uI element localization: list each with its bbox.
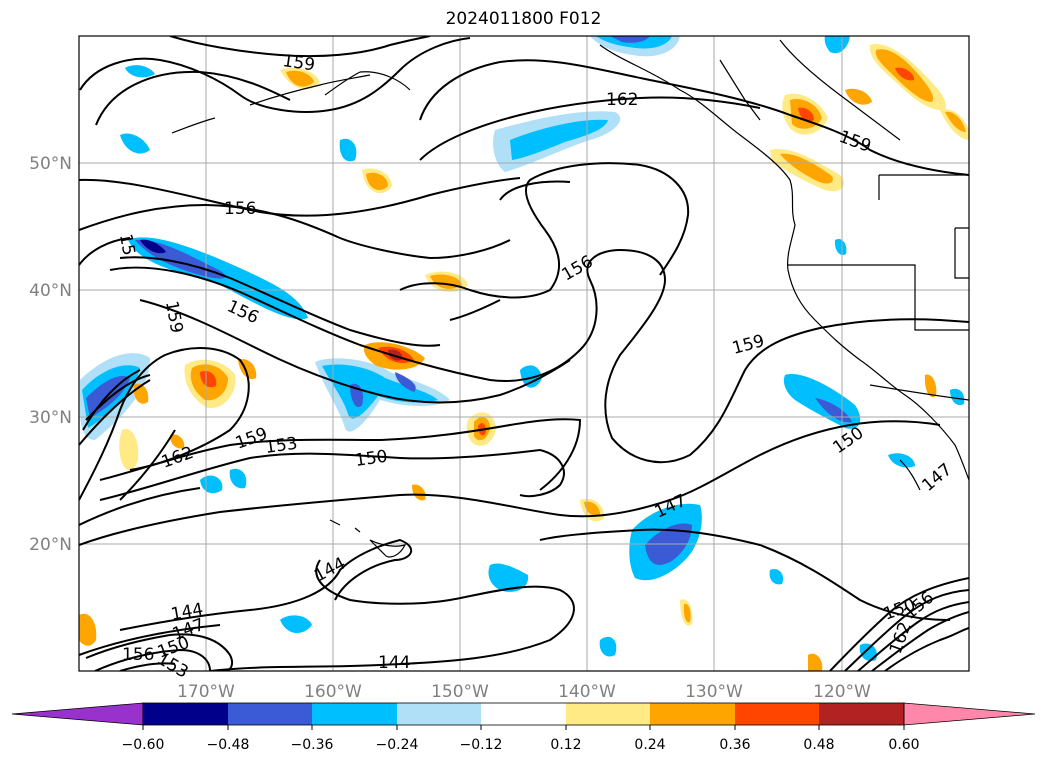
colorbar-tick-label: −0.24 (376, 737, 419, 753)
contour-label: 159 (281, 51, 316, 75)
colorbar-bin (481, 703, 566, 725)
lon-label-160w: 160°W (304, 682, 362, 702)
contour-label: 162 (606, 90, 638, 110)
contour-label: 144 (311, 554, 349, 587)
contour-label: 159 (730, 331, 767, 359)
colorbar-bin (312, 703, 397, 725)
colorbar: −0.60 −0.48 −0.36 −0.24 −0.12 0.12 0.24 … (11, 702, 1036, 753)
contour-label: 159 (161, 299, 186, 334)
colorbar-extend-right (903, 702, 1036, 726)
colorbar-tick-label: −0.36 (291, 737, 334, 753)
colorbar-bin (650, 703, 735, 725)
lat-labels: 50°N 40°N 30°N 20°N (29, 154, 72, 555)
coastlines (171, 39, 969, 558)
lat-label-30n: 30°N (29, 408, 72, 428)
lat-label-40n: 40°N (29, 281, 72, 301)
colorbar-bin (566, 703, 650, 725)
colorbar-tick-label: 0.60 (888, 737, 919, 753)
colorbar-bin (143, 703, 228, 725)
lon-label-130w: 130°W (685, 682, 743, 702)
colorbar-tick-label: −0.12 (460, 737, 503, 753)
height-contours (79, 36, 969, 671)
lon-label-120w: 120°W (813, 682, 871, 702)
colorbar-frame (142, 702, 905, 726)
lat-label-20n: 20°N (29, 535, 72, 555)
colorbar-tick-label: 0.24 (634, 737, 665, 753)
map-title: 2024011800 F012 (445, 9, 602, 29)
colorbar-tick-label: −0.48 (207, 737, 250, 753)
colorbar-tick-label: 0.12 (550, 737, 581, 753)
colorbar-bin (819, 703, 904, 725)
contour-label: 153 (264, 434, 299, 458)
lon-label-140w: 140°W (558, 682, 616, 702)
colorbar-tick-label: 0.36 (719, 737, 750, 753)
graticule (79, 36, 969, 671)
contour-label: 156 (122, 645, 154, 665)
colorbar-extend-left (11, 702, 144, 726)
lon-label-170w: 170°W (177, 682, 235, 702)
lon-label-150w: 150°W (431, 682, 489, 702)
contour-label: 156 (224, 199, 256, 219)
colorbar-bin (735, 703, 819, 725)
lat-label-50n: 50°N (29, 154, 72, 174)
contour-label: 144 (378, 653, 410, 673)
map-frame (78, 35, 970, 672)
colorbar-bin (397, 703, 481, 725)
colorbar-tick-label: 0.48 (803, 737, 834, 753)
contour-label: 147 (918, 460, 956, 496)
lon-labels: 170°W 160°W 150°W 140°W 130°W 120°W (177, 682, 871, 702)
contour-label: 15 (115, 232, 138, 257)
contour-label: 150 (354, 447, 389, 471)
shaded-field (79, 36, 969, 671)
contour-label: 162 (886, 619, 916, 656)
colorbar-tick-label: −0.60 (122, 737, 165, 753)
colorbar-bin (228, 703, 312, 725)
